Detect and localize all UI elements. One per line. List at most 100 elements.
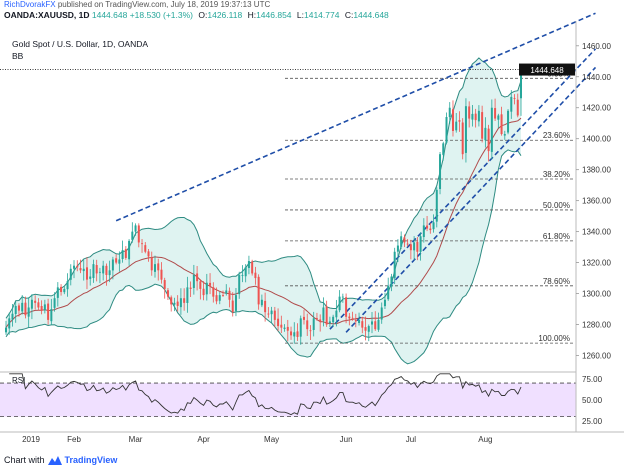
candle-body [11,313,14,320]
time-tick-label: Apr [197,435,210,444]
price-tick-label: 1440.00 [582,73,611,82]
bollinger-bands [5,57,522,365]
candle-body [179,298,182,308]
open-value: 1426.118 [207,10,243,20]
candle-body [264,300,267,313]
price-tick-label: 1380.00 [582,166,611,175]
candle-body [176,301,179,306]
candle-body [403,237,406,243]
candle-body [374,321,377,330]
candlesticks [4,66,523,345]
time-tick-label: Aug [478,435,492,444]
low-label: L: [296,10,304,20]
candle-body [89,276,92,279]
price-tick-label: 1340.00 [582,228,611,237]
bb-fill [6,57,521,364]
fibonacci-levels: 0.00%23.60%38.20%50.00%61.80%78.60%100.0… [0,69,576,344]
candle-body [286,326,289,331]
candle-body [102,265,105,274]
indicator-label-rsi: RSI [12,376,26,385]
candle-body [426,225,429,229]
candle-body [212,287,215,297]
candle-body [85,267,88,280]
candle-body [186,287,189,303]
candle-body [270,310,273,315]
candle-body [396,245,399,252]
fib-level-label: 23.60% [543,131,570,140]
indicator-label-bb: BB [12,51,24,61]
candle-body [141,243,144,245]
candle-body [60,286,63,293]
candle-body [299,318,302,337]
tradingview-logo-icon [47,456,62,465]
candle-body [500,114,503,135]
candle-body [108,270,111,276]
candle-body [306,320,309,330]
price-tick-label: 1280.00 [582,321,611,330]
candle-body [147,251,150,257]
symbol-label: OANDA:XAUUSD, 1D [4,10,90,20]
time-tick-label: 2019 [22,435,40,444]
candle-body [183,298,186,303]
price-tick-label: 1320.00 [582,259,611,268]
candle-body [128,240,131,260]
candle-body [118,259,121,264]
candle-body [464,106,467,153]
candle-body [455,121,458,131]
candle-body [79,268,82,271]
publish-header: RichDvorakFX published on TradingView.co… [0,0,624,9]
candle-body [73,265,76,269]
candle-body [494,108,497,119]
trendline [115,12,596,222]
candle-body [490,107,493,152]
candle-body [241,274,244,276]
candle-body [69,268,72,280]
candle-body [461,122,464,155]
candle-body [400,236,403,247]
footer-brand[interactable]: TradingView [64,455,118,465]
candle-body [338,296,341,311]
candle-body [66,281,69,290]
candle-body [487,128,490,152]
price-tick-label: 1360.00 [582,197,611,206]
candle-body [17,305,20,311]
candle-body [348,316,351,319]
candle-body [124,249,127,258]
candle-body [218,295,221,301]
candle-body [4,327,8,333]
candle-body [280,324,283,328]
bb-lower-band [5,149,522,365]
candle-body [47,303,50,320]
price-tick-label: 1400.00 [582,135,611,144]
candle-body [510,96,513,112]
candle-body [27,307,30,317]
author-link[interactable]: RichDvorakFX [4,0,56,9]
fib-level-label: 100.00% [538,334,570,343]
price-chart[interactable]: 0.00%23.60%38.20%50.00%61.80%78.60%100.0… [0,0,624,452]
candle-body [481,112,484,139]
candle-body [435,189,438,222]
candle-body [225,290,228,294]
price-tick-label: 1420.00 [582,104,611,113]
candle-body [37,302,40,308]
candle-body [319,319,322,322]
change-value: +18.530 (+1.3%) [129,10,194,20]
candle-body [137,225,140,243]
footer: Chart with TradingView [4,452,117,468]
candle-body [345,297,348,317]
candle-body [383,299,386,307]
candle-body [283,327,286,329]
candle-body [497,115,500,120]
candle-body [277,318,280,327]
candle-body [393,251,396,278]
low-value: 1414.774 [304,10,340,20]
candle-body [503,134,506,136]
candle-body [254,272,257,279]
candle-body [215,295,218,302]
candle-body [351,317,354,319]
candle-body [442,143,445,155]
candle-body [34,300,37,303]
candle-body [53,298,56,308]
price-badge-label: 1444.648 [530,66,564,75]
candle-body [451,109,454,131]
